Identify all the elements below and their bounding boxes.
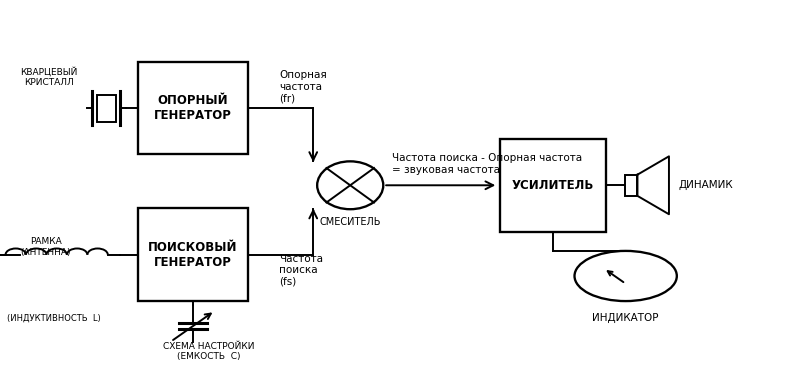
Text: КВАРЦЕВЫЙ
КРИСТАЛЛ: КВАРЦЕВЫЙ КРИСТАЛЛ <box>20 67 77 87</box>
Text: ОПОРНЫЙ
ГЕНЕРАТОР: ОПОРНЫЙ ГЕНЕРАТОР <box>154 94 231 122</box>
Bar <box>138 208 248 301</box>
Circle shape <box>575 251 677 301</box>
Text: ПОИСКОВЫЙ
ГЕНЕРАТОР: ПОИСКОВЫЙ ГЕНЕРАТОР <box>148 241 238 269</box>
Text: РАМКА
(АНТЕННА): РАМКА (АНТЕННА) <box>20 237 71 257</box>
Text: Частота
поиска
(fs): Частота поиска (fs) <box>279 254 323 287</box>
Bar <box>625 174 637 196</box>
Bar <box>500 139 606 232</box>
Text: Опорная
частота
(fr): Опорная частота (fr) <box>279 70 327 103</box>
Text: СМЕСИТЕЛЬ: СМЕСИТЕЛЬ <box>320 217 381 227</box>
Text: Частота поиска - Опорная частота
= звуковая частота: Частота поиска - Опорная частота = звуко… <box>392 153 582 175</box>
Text: ИНДИКАТОР: ИНДИКАТОР <box>593 313 659 323</box>
Text: УСИЛИТЕЛЬ: УСИЛИТЕЛЬ <box>512 179 594 192</box>
Bar <box>138 62 248 154</box>
Ellipse shape <box>317 161 383 209</box>
Bar <box>97 95 116 122</box>
Text: СХЕМА НАСТРОЙКИ
(ЕМКОСТЬ  С): СХЕМА НАСТРОЙКИ (ЕМКОСТЬ С) <box>163 342 254 361</box>
Text: (ИНДУКТИВНОСТЬ  L): (ИНДУКТИВНОСТЬ L) <box>6 314 101 323</box>
Text: ДИНАМИК: ДИНАМИК <box>678 180 733 190</box>
